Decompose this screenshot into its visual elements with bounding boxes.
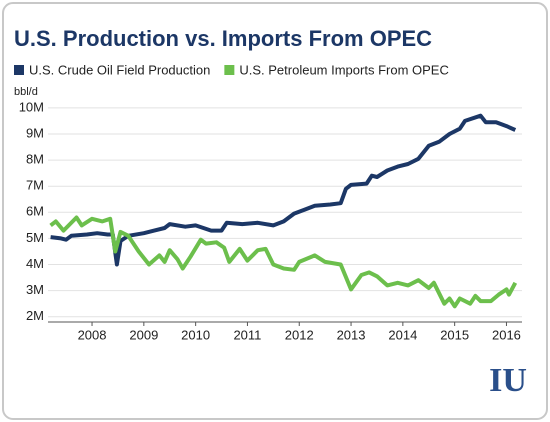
x-tick-label: 2016 xyxy=(492,327,521,342)
legend-label: U.S. Crude Oil Field Production xyxy=(29,62,210,77)
x-tick-label: 2012 xyxy=(285,327,314,342)
y-tick-label: 7M xyxy=(26,178,44,193)
legend-swatch xyxy=(14,65,24,75)
y-tick-label: 9M xyxy=(26,125,44,140)
legend-label: U.S. Petroleum Imports From OPEC xyxy=(239,62,449,77)
x-tick-label: 2015 xyxy=(440,327,469,342)
chart-title: U.S. Production vs. Imports From OPEC xyxy=(14,26,432,51)
series-line xyxy=(49,215,518,309)
y-tick-label: 10M xyxy=(19,99,44,114)
y-tick-label: 8M xyxy=(26,152,44,167)
x-tick-label: 2010 xyxy=(181,327,210,342)
y-tick-label: 3M xyxy=(26,282,44,297)
y-tick-label: 2M xyxy=(26,308,44,323)
y-axis-label: bbl/d xyxy=(14,86,38,98)
x-tick-label: 2013 xyxy=(337,327,366,342)
x-tick-label: 2011 xyxy=(233,327,261,342)
y-tick-label: 5M xyxy=(26,230,44,245)
y-tick-label: 4M xyxy=(26,256,44,271)
x-tick-label: 2008 xyxy=(78,327,107,342)
y-tick-label: 6M xyxy=(26,204,44,219)
logo: IU xyxy=(489,362,527,399)
series-line xyxy=(50,113,517,267)
x-tick-label: 2009 xyxy=(129,327,158,342)
legend-swatch xyxy=(224,65,235,75)
x-tick-label: 2014 xyxy=(388,327,417,342)
